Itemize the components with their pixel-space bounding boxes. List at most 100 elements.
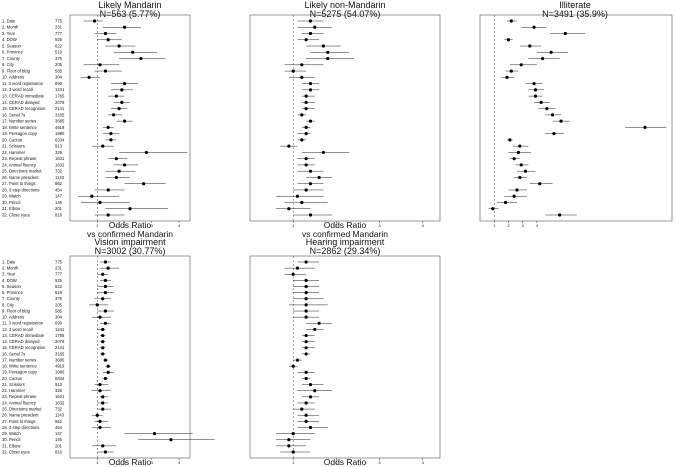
odds-ratio-point bbox=[304, 309, 308, 313]
odds-ratio-point bbox=[101, 333, 105, 338]
item-n: 1765 bbox=[55, 93, 65, 98]
odds-ratio-point bbox=[515, 188, 519, 192]
x-tick-label: 2 bbox=[507, 223, 510, 228]
odds-ratio-point bbox=[103, 260, 108, 264]
odds-ratio-point bbox=[98, 63, 102, 67]
odds-ratio-point bbox=[120, 100, 124, 104]
panel-title-5: Hearing impairment bbox=[306, 237, 385, 247]
odds-ratio-point bbox=[103, 450, 108, 454]
odds-ratio-point bbox=[540, 56, 545, 61]
item-n: 775 bbox=[55, 18, 63, 23]
odds-ratio-point bbox=[300, 113, 304, 117]
odds-ratio-point bbox=[308, 382, 313, 387]
odds-ratio-point bbox=[304, 413, 308, 417]
item-label: 6. Province bbox=[2, 50, 24, 55]
item-label: 3. Year bbox=[2, 31, 16, 36]
item-label: 8. City bbox=[2, 302, 15, 307]
odds-ratio-point bbox=[512, 194, 516, 198]
item-label: 16. Serial 7s bbox=[2, 112, 25, 117]
item-label: 32. Close eyes bbox=[2, 212, 30, 217]
odds-ratio-point bbox=[144, 150, 148, 155]
x-tick-label: 1 bbox=[292, 460, 295, 465]
item-n: 3165 bbox=[55, 112, 65, 117]
x-tick-label: 3 bbox=[378, 460, 381, 465]
x-axis-label: Odds Ratio bbox=[109, 220, 152, 230]
item-label: 15. CERAD recognition bbox=[2, 345, 46, 350]
odds-ratio-point bbox=[533, 94, 538, 98]
panel-title-4: Vision impairment bbox=[94, 237, 166, 247]
odds-ratio-point bbox=[103, 358, 108, 362]
odds-ratio-point bbox=[101, 327, 105, 332]
x-tick-label: 3 bbox=[378, 223, 381, 228]
item-n: 1143 bbox=[55, 413, 65, 418]
odds-ratio-point bbox=[122, 81, 127, 86]
item-label: 29. Watch bbox=[2, 194, 21, 199]
odds-ratio-point bbox=[308, 425, 313, 430]
odds-ratio-point bbox=[114, 175, 118, 180]
odds-ratio-point bbox=[139, 56, 143, 61]
item-label: 13. CERAD immediate bbox=[2, 333, 45, 338]
item-n: 2141 bbox=[55, 345, 65, 350]
item-n: 231 bbox=[55, 266, 63, 271]
item-label: 27. Point to things bbox=[2, 419, 36, 424]
odds-ratio-point bbox=[101, 144, 105, 148]
x-axis-sublabel: vs confirmed Mandarin bbox=[87, 229, 173, 239]
item-label: 28. 3 step directions bbox=[2, 187, 39, 192]
item-label: 10. Address bbox=[2, 315, 24, 320]
item-label: 28. 3 step directions bbox=[2, 425, 39, 430]
item-n: 231 bbox=[55, 25, 63, 30]
odds-ratio-point bbox=[304, 260, 308, 264]
item-label: 18. Write sentence bbox=[2, 125, 38, 130]
odds-ratio-point bbox=[518, 175, 522, 180]
item-n: 147 bbox=[55, 431, 63, 436]
item-label: 21. Scissors bbox=[2, 144, 25, 149]
odds-ratio-point bbox=[304, 125, 308, 129]
item-label: 5. Season bbox=[2, 43, 22, 48]
item-n: 913 bbox=[55, 144, 63, 149]
item-label: 26. Name president bbox=[2, 413, 39, 418]
odds-ratio-point bbox=[308, 169, 313, 173]
item-label: 11. 3 word registration bbox=[2, 81, 44, 86]
odds-ratio-point bbox=[95, 303, 99, 307]
odds-ratio-point bbox=[313, 25, 317, 29]
odds-ratio-point bbox=[313, 389, 317, 393]
odds-ratio-point bbox=[559, 119, 563, 123]
item-label: 24. Animal fluency bbox=[2, 400, 37, 405]
item-n: 777 bbox=[55, 31, 63, 36]
panel-title-2: Likely non-Mandarin bbox=[304, 0, 385, 10]
item-label: 31. Elbow bbox=[2, 206, 21, 211]
odds-ratio-point bbox=[291, 450, 295, 454]
odds-ratio-point bbox=[291, 272, 295, 276]
odds-ratio-point bbox=[122, 119, 127, 123]
x-tick-label: 1 bbox=[292, 223, 295, 228]
item-n: 3685 bbox=[55, 357, 65, 362]
odds-ratio-point bbox=[117, 169, 121, 173]
odds-ratio-point bbox=[506, 38, 511, 42]
item-n: 2079 bbox=[55, 339, 65, 344]
item-n: 1980 bbox=[55, 131, 65, 136]
odds-ratio-point bbox=[106, 125, 110, 129]
item-n: 732 bbox=[55, 169, 63, 174]
item-n: 146 bbox=[55, 437, 63, 442]
item-n: 205 bbox=[55, 302, 63, 307]
item-n: 147 bbox=[55, 194, 63, 199]
odds-ratio-point bbox=[304, 303, 308, 307]
odds-ratio-point bbox=[304, 376, 308, 381]
odds-ratio-point bbox=[304, 401, 308, 405]
odds-ratio-point bbox=[516, 150, 521, 155]
odds-ratio-point bbox=[505, 75, 509, 79]
odds-ratio-point bbox=[106, 364, 110, 368]
item-label: 17. Number series bbox=[2, 357, 36, 362]
item-label: 23. Repeat phrase bbox=[2, 156, 37, 161]
item-label: 29. Watch bbox=[2, 431, 21, 436]
item-n: 304 bbox=[55, 75, 63, 80]
panel-frame-5 bbox=[249, 255, 441, 459]
odds-ratio-point bbox=[508, 138, 512, 142]
odds-ratio-point bbox=[114, 94, 118, 98]
odds-ratio-point bbox=[539, 100, 543, 104]
item-label: 20. Cactus bbox=[2, 376, 22, 381]
odds-ratio-point bbox=[103, 321, 108, 325]
odds-ratio-point bbox=[300, 407, 304, 411]
odds-ratio-point bbox=[95, 413, 99, 417]
x-tick-label: 2 bbox=[335, 460, 338, 465]
